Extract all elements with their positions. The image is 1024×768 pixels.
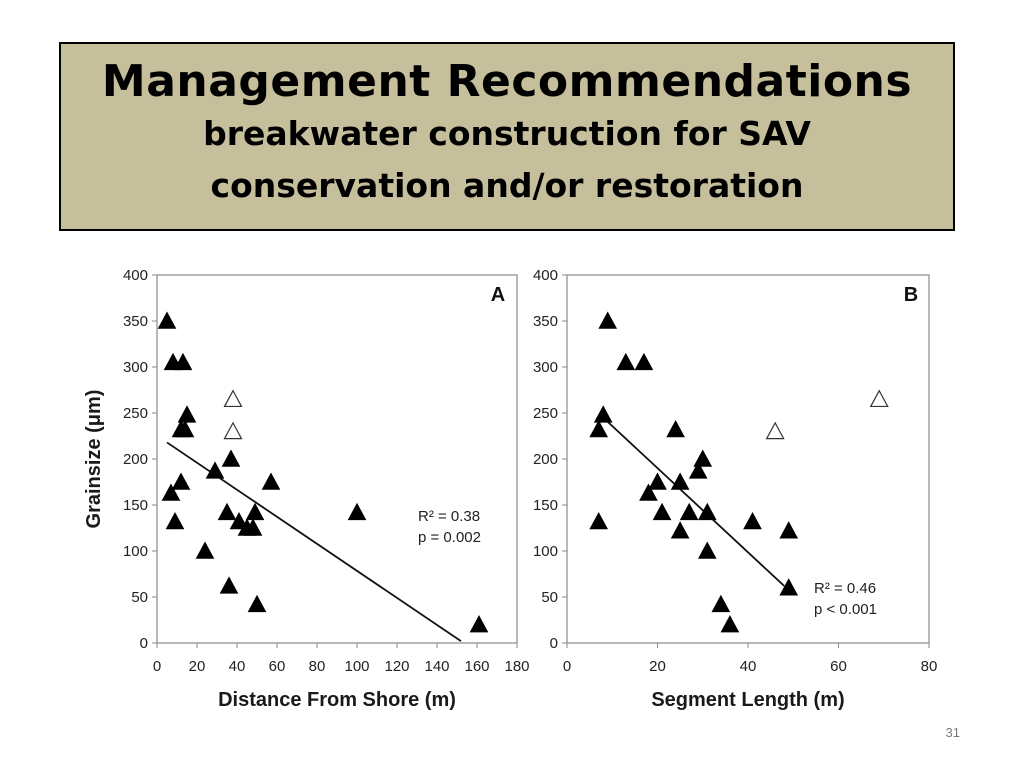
data-point-filled	[666, 420, 685, 438]
data-point-filled	[165, 512, 185, 530]
x-tick-label: 20	[189, 658, 206, 675]
fit-line	[602, 416, 785, 587]
data-point-filled	[648, 472, 667, 490]
y-tick-label: 150	[123, 497, 148, 514]
data-point-filled	[171, 472, 191, 490]
x-tick-label: 40	[229, 658, 246, 675]
slide-title: Management Recommendations	[101, 56, 913, 107]
data-point-filled	[247, 594, 267, 613]
y-tick-label: 350	[533, 313, 558, 330]
subtitle-line-2: conservation and/or restoration	[210, 166, 804, 205]
data-point-filled	[652, 502, 672, 521]
subtitle-line-1: breakwater construction for SAV	[203, 114, 811, 153]
x-tick-label: 0	[153, 658, 161, 675]
data-point-filled	[779, 578, 799, 596]
x-axis-label: Segment Length (m)	[651, 689, 844, 711]
data-point-filled	[161, 483, 181, 501]
data-point-filled	[711, 594, 731, 613]
x-axis-label: Distance From Shore (m)	[218, 689, 456, 711]
data-point-filled	[589, 420, 609, 438]
y-tick-label: 200	[123, 451, 148, 468]
data-point-filled	[616, 352, 636, 371]
title-box: Management Recommendations breakwater co…	[59, 42, 955, 231]
data-point-filled	[173, 352, 193, 371]
plot-frame	[566, 274, 930, 644]
x-tick-label: 80	[921, 658, 938, 675]
data-point-filled	[347, 502, 367, 521]
data-point-open	[223, 389, 243, 408]
plot-frame	[156, 274, 518, 644]
y-tick-label: 50	[541, 589, 558, 606]
x-tick-label: 60	[269, 658, 286, 675]
y-axis-label: Grainsize (μm)	[83, 390, 105, 529]
data-point-filled	[670, 521, 690, 539]
data-point-filled	[593, 405, 613, 423]
data-point-filled	[679, 502, 699, 521]
data-point-filled	[245, 502, 265, 521]
data-point-filled	[688, 461, 708, 479]
x-tick-label: 20	[649, 658, 666, 675]
data-point-open	[869, 389, 889, 408]
annotation-r2: R² = 0.46	[814, 580, 876, 597]
y-tick-label: 100	[123, 543, 148, 560]
chart-panel-a: 0 50 100 150 200 250 300 350 400 0 20 40 60 80 100 120 1…	[83, 267, 530, 711]
data-point-filled	[598, 311, 618, 329]
y-tick-label: 200	[533, 451, 558, 468]
y-tick-label: 400	[123, 267, 148, 284]
x-tick-label: 140	[424, 658, 449, 675]
data-point-filled	[261, 472, 281, 490]
panel-label: A	[491, 284, 505, 306]
y-tick-label: 400	[533, 267, 558, 284]
data-point-filled	[205, 461, 225, 479]
x-tick-label: 180	[504, 658, 529, 675]
x-tick-label: 160	[464, 658, 489, 675]
x-tick-label: 80	[309, 658, 326, 675]
y-tick-label: 350	[123, 313, 148, 330]
data-point-filled	[243, 518, 263, 536]
data-point-filled	[697, 502, 717, 521]
data-point-filled	[229, 512, 249, 530]
x-tick-label: 40	[740, 658, 757, 675]
data-point-filled	[720, 615, 740, 633]
data-point-filled	[177, 405, 197, 423]
x-tick-label: 60	[830, 658, 847, 675]
annotation-r2: R² = 0.38	[418, 508, 480, 525]
data-point-filled	[221, 449, 241, 467]
y-tick-label: 300	[533, 359, 558, 376]
data-point-open	[765, 421, 785, 440]
data-point-filled	[779, 521, 799, 539]
data-point-filled	[697, 541, 717, 559]
x-tick-label: 100	[344, 658, 369, 675]
data-point-filled	[670, 472, 690, 490]
y-tick-label: 300	[123, 359, 148, 376]
y-tick-label: 250	[123, 405, 148, 422]
x-tick-label: 0	[563, 658, 571, 675]
y-tick-label: 100	[533, 543, 558, 560]
y-tick-label: 0	[140, 635, 148, 652]
slide-subtitle: breakwater construction for SAV conserva…	[61, 108, 953, 212]
data-point-filled	[469, 615, 489, 633]
data-point-open	[223, 421, 243, 440]
x-tick-label: 120	[384, 658, 409, 675]
data-point-filled	[743, 512, 762, 530]
data-point-filled	[634, 352, 654, 371]
y-tick-label: 150	[533, 497, 558, 514]
data-point-filled	[219, 576, 239, 594]
data-point-filled	[217, 502, 237, 521]
annotation-p: p = 0.002	[418, 529, 481, 546]
chart-panel-b: 0 50 100 150 200 250 300 350 400 0 20 40 60 80 Segment…	[533, 267, 937, 711]
y-tick-label: 250	[533, 405, 558, 422]
annotation-p: p < 0.001	[814, 601, 877, 618]
slide-number: 31	[945, 725, 960, 740]
data-point-filled	[175, 420, 195, 438]
data-point-filled	[639, 483, 658, 501]
panel-label: B	[904, 284, 918, 306]
y-tick-label: 50	[131, 589, 148, 606]
y-tick-label: 0	[550, 635, 558, 652]
data-point-filled	[157, 311, 177, 329]
data-point-filled	[589, 512, 609, 530]
data-point-filled	[195, 541, 215, 559]
